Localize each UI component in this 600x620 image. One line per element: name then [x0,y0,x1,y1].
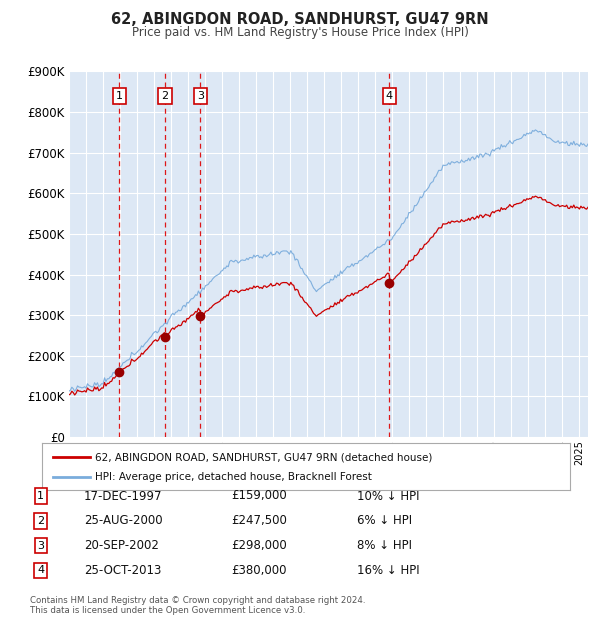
Text: 4: 4 [37,565,44,575]
Text: 25-OCT-2013: 25-OCT-2013 [84,564,161,577]
Text: 20-SEP-2002: 20-SEP-2002 [84,539,159,552]
Text: 10% ↓ HPI: 10% ↓ HPI [357,490,419,502]
Text: 4: 4 [386,91,393,100]
Text: 62, ABINGDON ROAD, SANDHURST, GU47 9RN: 62, ABINGDON ROAD, SANDHURST, GU47 9RN [111,12,489,27]
Text: 1: 1 [37,491,44,501]
Text: 8% ↓ HPI: 8% ↓ HPI [357,539,412,552]
Text: 16% ↓ HPI: 16% ↓ HPI [357,564,419,577]
Text: £247,500: £247,500 [231,515,287,527]
Text: HPI: Average price, detached house, Bracknell Forest: HPI: Average price, detached house, Brac… [95,472,371,482]
Text: 2: 2 [161,91,169,100]
Text: 1: 1 [116,91,123,100]
Text: 6% ↓ HPI: 6% ↓ HPI [357,515,412,527]
Text: 3: 3 [37,541,44,551]
Text: 17-DEC-1997: 17-DEC-1997 [84,490,163,502]
Text: 25-AUG-2000: 25-AUG-2000 [84,515,163,527]
Text: £298,000: £298,000 [231,539,287,552]
Text: Contains HM Land Registry data © Crown copyright and database right 2024.
This d: Contains HM Land Registry data © Crown c… [30,596,365,615]
Text: Price paid vs. HM Land Registry's House Price Index (HPI): Price paid vs. HM Land Registry's House … [131,26,469,39]
Text: £380,000: £380,000 [231,564,287,577]
Text: 62, ABINGDON ROAD, SANDHURST, GU47 9RN (detached house): 62, ABINGDON ROAD, SANDHURST, GU47 9RN (… [95,452,432,463]
Text: 2: 2 [37,516,44,526]
Text: 3: 3 [197,91,204,100]
Text: £159,000: £159,000 [231,490,287,502]
